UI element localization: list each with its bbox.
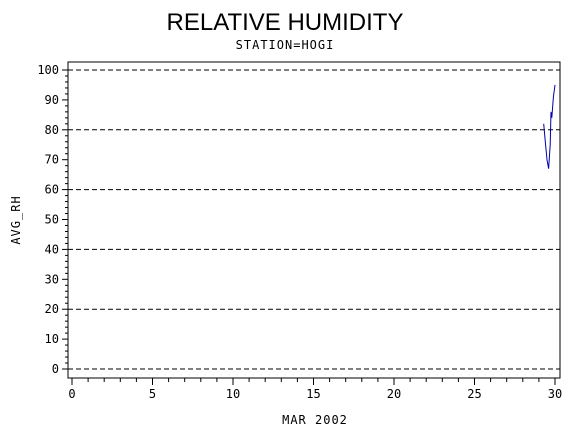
x-tick-label: 15 [306, 387, 320, 401]
chart-title: RELATIVE HUMIDITY [167, 9, 404, 36]
x-tick-label: 10 [226, 387, 240, 401]
chart-subtitle: STATION=HOGI [236, 38, 335, 52]
y-tick-label: 50 [45, 213, 59, 227]
y-tick-label: 30 [45, 272, 59, 286]
plot-frame [67, 61, 561, 379]
y-tick-label: 0 [52, 362, 59, 376]
x-tick-label: 5 [149, 387, 156, 401]
x-axis-label: MAR 2002 [282, 413, 348, 427]
grid-lines [68, 69, 560, 370]
y-tick-label: 70 [45, 153, 59, 167]
y-tick-label: 80 [45, 123, 59, 137]
y-axis: 0 10 20 30 40 50 60 70 80 90 100 [37, 63, 68, 376]
series-group [543, 84, 556, 169]
series-line-0 [543, 84, 556, 169]
y-tick-label: 90 [45, 93, 59, 107]
y-tick-label: 100 [37, 63, 59, 77]
x-tick-label: 0 [68, 387, 75, 401]
x-tick-label: 20 [387, 387, 401, 401]
y-tick-label: 10 [45, 332, 59, 346]
x-axis: 0 5 10 15 20 25 30 [68, 378, 562, 401]
y-axis-label: AVG_RH [9, 195, 23, 244]
x-tick-label: 30 [548, 387, 562, 401]
y-tick-label: 20 [45, 302, 59, 316]
y-tick-label: 60 [45, 183, 59, 197]
y-tick-label: 40 [45, 242, 59, 256]
x-tick-label: 25 [467, 387, 481, 401]
